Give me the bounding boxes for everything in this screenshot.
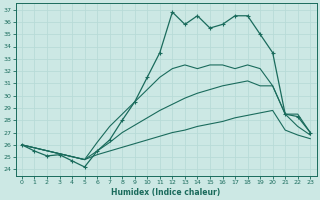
X-axis label: Humidex (Indice chaleur): Humidex (Indice chaleur) xyxy=(111,188,221,197)
